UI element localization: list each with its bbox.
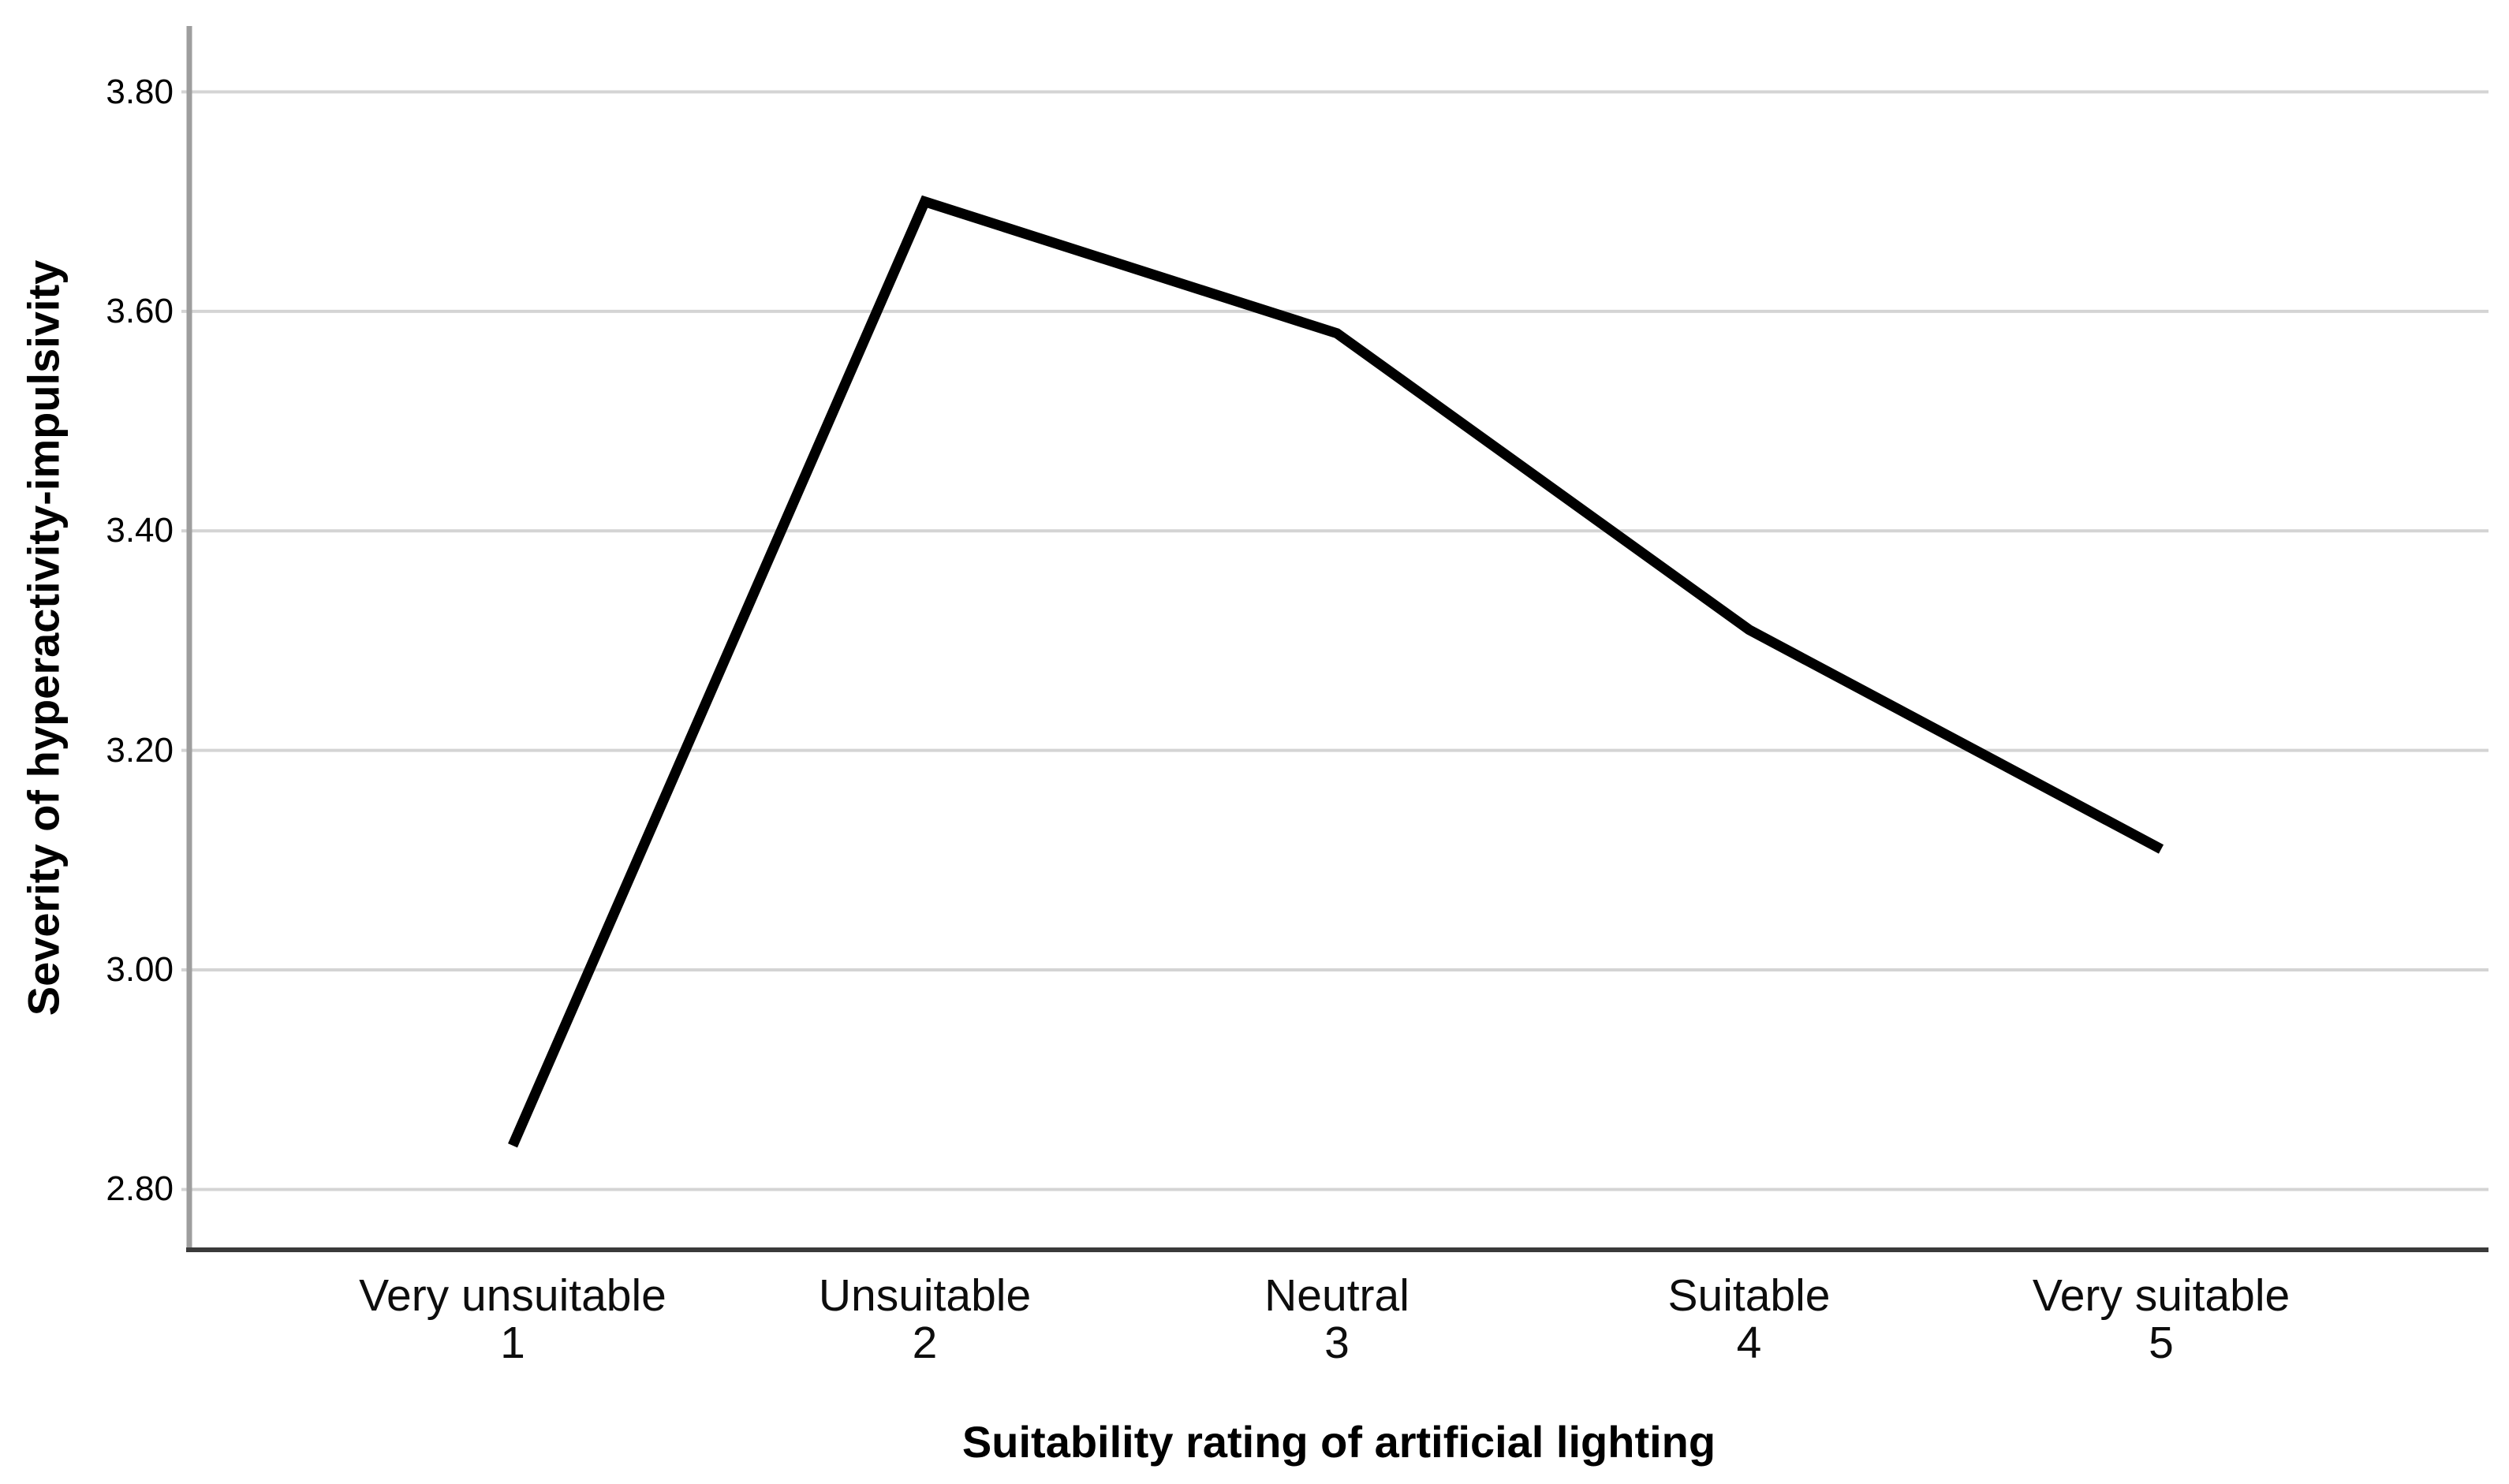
- x-category-code: 3: [1324, 1318, 1350, 1368]
- x-category-label: Unsuitable 2: [819, 1272, 1031, 1367]
- x-category-label: Very suitable 5: [2033, 1272, 2290, 1367]
- x-category-name: Very suitable: [2032, 1270, 2291, 1321]
- x-category-name: Very unsuitable: [359, 1270, 666, 1321]
- y-tick-label: 3.60: [106, 291, 174, 330]
- y-axis-title: Severity of hyperactivity-impulsivity: [18, 259, 69, 1016]
- y-tick-label: 2.80: [106, 1169, 174, 1209]
- x-category-code: 4: [1736, 1318, 1762, 1368]
- series-line: [508, 195, 2164, 1148]
- x-category-name: Neutral: [1264, 1270, 1409, 1321]
- x-category-label: Suitable 4: [1668, 1272, 1831, 1367]
- y-tick-label: 3.00: [106, 950, 174, 990]
- x-category-name: Unsuitable: [818, 1270, 1032, 1321]
- y-tick-label: 3.40: [106, 511, 174, 550]
- x-category-name: Suitable: [1667, 1270, 1831, 1321]
- y-tick-label: 3.80: [106, 72, 174, 111]
- x-category-label: Very unsuitable 1: [359, 1272, 666, 1367]
- y-tick-label: 3.20: [106, 730, 174, 770]
- x-axis-title: Suitability rating of artificial lightin…: [961, 1417, 1716, 1467]
- x-category-label: Neutral 3: [1264, 1272, 1409, 1367]
- x-category-code: 2: [912, 1318, 938, 1368]
- x-category-code: 5: [2149, 1318, 2174, 1368]
- x-category-code: 1: [500, 1318, 525, 1368]
